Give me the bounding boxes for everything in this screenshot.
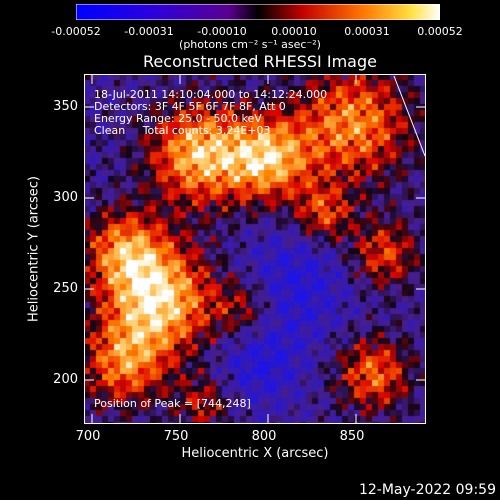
colorbar bbox=[76, 4, 440, 20]
x-tick-label: 800 bbox=[251, 429, 277, 444]
y-tick-label: 250 bbox=[53, 281, 78, 296]
x-tick-label: 850 bbox=[339, 429, 365, 444]
peak-position-label: Position of Peak = [744,248] bbox=[94, 397, 251, 410]
y-tick-label: 300 bbox=[53, 190, 78, 205]
info-time-range: 18-Jul-2011 14:10:04.000 to 14:12:24.000 bbox=[94, 88, 328, 101]
plot-frame bbox=[84, 74, 426, 424]
colorbar-units: (photons cm⁻² s⁻¹ asec⁻²) bbox=[179, 38, 321, 51]
x-axis-title: Heliocentric X (arcsec) bbox=[181, 446, 329, 461]
colorbar-tick-label: -0.00010 bbox=[197, 25, 247, 38]
colorbar-tick-label: -0.00031 bbox=[124, 25, 174, 38]
y-tick-label: 350 bbox=[53, 99, 78, 114]
plot-title: Reconstructed RHESSI Image bbox=[143, 52, 377, 71]
timestamp: 12-May-2022 09:59 bbox=[358, 482, 496, 498]
image-plot-area bbox=[84, 74, 426, 424]
colorbar-tick-label: 0.00031 bbox=[344, 25, 390, 38]
colorbar-tick-label: -0.00052 bbox=[51, 25, 101, 38]
y-tick-label: 200 bbox=[53, 372, 78, 387]
y-axis-title: Heliocentric Y (arcsec) bbox=[26, 176, 42, 322]
colorbar-tick-label: 0.00010 bbox=[271, 25, 317, 38]
info-detectors: Detectors: 3F 4F 5F 6F 7F 8F, Att 0 bbox=[94, 100, 286, 113]
info-total-counts: Clean Total counts: 3.24E+03 bbox=[94, 124, 271, 137]
x-tick-label: 700 bbox=[75, 429, 101, 444]
axis-ticks bbox=[84, 74, 426, 424]
heatmap-image bbox=[84, 74, 426, 424]
x-tick-label: 750 bbox=[163, 429, 189, 444]
colorbar-tick-label: 0.00052 bbox=[417, 25, 463, 38]
limb-line bbox=[393, 75, 426, 157]
info-energy-range: Energy Range: 25.0 - 50.0 keV bbox=[94, 112, 262, 125]
